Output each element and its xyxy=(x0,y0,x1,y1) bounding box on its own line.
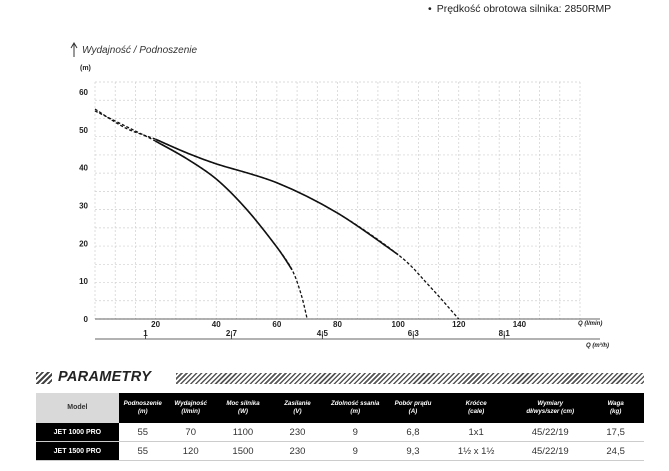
column-header: Pobór prądu (A) xyxy=(386,393,440,423)
table-row: JET 1000 PRO 55 70 1100 230 9 6,8 1x1 45/22/19 17… xyxy=(36,423,644,442)
column-header: Zasilanie (V) xyxy=(271,393,324,423)
column-header-unit: (cale) xyxy=(468,408,485,415)
table-cell: 1100 xyxy=(214,423,272,442)
x-tick-label-lmin: 40 xyxy=(212,320,221,329)
column-header-unit: (l/min) xyxy=(181,408,200,415)
column-header-unit: (V) xyxy=(293,408,302,415)
up-arrow-icon xyxy=(70,42,78,57)
table-row: JET 1500 PRO 55 120 1500 230 9 9,3 1½ x 1½ 45/22… xyxy=(36,441,644,461)
table-cell: 55 xyxy=(118,441,167,461)
table-cell: 45/22/19 xyxy=(513,441,588,461)
model-cell: JET 1500 PRO xyxy=(36,441,119,461)
x-tick-label-m3h: 1 xyxy=(143,329,148,338)
x-axis-label-m3h: Q (m³/h) xyxy=(586,342,609,349)
x-tick-label-m3h: 2,7 xyxy=(226,329,238,338)
column-header-label: Zasilanie xyxy=(284,399,311,407)
column-header: Wymiary dł/wys/szer (cm) xyxy=(513,393,588,423)
column-header: Króćce (cale) xyxy=(439,393,514,423)
series-line-dashed xyxy=(94,110,308,320)
column-header-unit: (m) xyxy=(137,408,148,415)
table-cell: 230 xyxy=(271,423,324,442)
table-cell: 120 xyxy=(166,441,215,461)
table-cell: 9 xyxy=(323,441,387,461)
y-axis-label: (m) xyxy=(80,65,91,72)
x-tick-label-lmin: 120 xyxy=(452,320,466,329)
x-tick-label-lmin: 20 xyxy=(151,320,160,329)
column-header: Zdolność ssania (m) xyxy=(323,393,387,423)
column-header: Waga (kg) xyxy=(587,393,644,423)
column-header-unit: (W) xyxy=(238,408,248,415)
table-cell: 55 xyxy=(118,423,167,442)
series-line xyxy=(155,140,293,271)
table-cell: 1x1 xyxy=(439,423,514,442)
table-cell: 45/22/19 xyxy=(513,423,588,442)
column-header-label: Wymiary xyxy=(537,399,564,407)
table-cell: 17,5 xyxy=(587,423,644,442)
motor-speed-text: Prędkość obrotowa silnika: 2850RMP xyxy=(436,3,612,15)
column-header-label: Zdolność ssania xyxy=(330,399,380,407)
x-tick-label-m3h: 4,5 xyxy=(317,329,329,338)
parameters-header: PARAMETRY xyxy=(36,369,644,389)
x-tick-label-m3h: 6,3 xyxy=(408,329,420,338)
column-header: Model xyxy=(36,393,119,423)
column-header: Podnoszenie (m) xyxy=(118,393,167,423)
y-tick-label: 10 xyxy=(79,277,88,286)
column-header-label: Podnoszenie xyxy=(123,399,162,407)
column-header-label: Pobór prądu xyxy=(394,399,432,407)
y-tick-label: 30 xyxy=(79,202,88,211)
x-tick-label-lmin: 140 xyxy=(513,320,527,329)
table-cell: 24,5 xyxy=(587,441,644,461)
column-header-label: Króćce xyxy=(465,399,487,407)
motor-speed-note: • Prędkość obrotowa silnika: 2850RMP xyxy=(428,3,611,15)
y-tick-label: 60 xyxy=(79,88,88,97)
column-header-unit: (A) xyxy=(408,408,418,415)
table-header-row: Model Podnoszenie (m) Wydajność (l/min) Moc s… xyxy=(36,393,644,423)
stripe-decoration xyxy=(176,373,644,384)
table-cell: 9,3 xyxy=(386,441,440,461)
y-tick-label: 0 xyxy=(84,315,89,324)
series-line xyxy=(155,138,399,256)
parameters-title: PARAMETRY xyxy=(58,369,152,385)
table-cell: 1500 xyxy=(214,441,272,461)
hatch-decoration xyxy=(36,372,52,384)
table-cell: 9 xyxy=(323,423,387,442)
column-header-label: Wydajność xyxy=(174,399,207,407)
table-cell: 70 xyxy=(166,423,215,442)
y-tick-label: 50 xyxy=(79,126,88,135)
x-tick-label-m3h: 8,1 xyxy=(499,329,511,338)
column-header: Wydajność (l/min) xyxy=(166,393,215,423)
chart-title: Wydajność / Podnoszenie xyxy=(82,45,198,56)
table-cell: 6,8 xyxy=(386,423,440,442)
x-tick-label-lmin: 100 xyxy=(391,320,405,329)
column-header: Moc silnika (W) xyxy=(214,393,272,423)
pump-curve-chart: Wydajność / Podnoszenie (m) 0 10 20 30 40 50 60 2… xyxy=(70,42,609,349)
column-header-label: Model xyxy=(67,404,88,412)
column-header-unit: (m) xyxy=(350,408,361,415)
x-tick-label-lmin: 60 xyxy=(272,320,281,329)
table-body: JET 1000 PRO 55 70 1100 230 9 6,8 1x1 45/22/19 17… xyxy=(36,423,644,461)
x-tick-label-lmin: 80 xyxy=(333,320,342,329)
column-header-label: Waga xyxy=(607,399,624,407)
bullet-icon: • xyxy=(428,3,432,15)
table-cell: 230 xyxy=(271,441,324,461)
column-header-unit: dł/wys/szer (cm) xyxy=(526,408,575,415)
column-header-unit: (kg) xyxy=(609,408,622,415)
x-axis-label-lmin: Q (l/min) xyxy=(578,321,602,327)
y-tick-label: 20 xyxy=(79,239,88,248)
y-tick-label: 40 xyxy=(79,164,88,173)
column-header-label: Moc silnika xyxy=(226,399,260,407)
model-cell: JET 1000 PRO xyxy=(36,423,119,442)
table-cell: 1½ x 1½ xyxy=(439,441,514,461)
parameters-table: Model Podnoszenie (m) Wydajność (l/min) Moc s… xyxy=(36,393,644,461)
